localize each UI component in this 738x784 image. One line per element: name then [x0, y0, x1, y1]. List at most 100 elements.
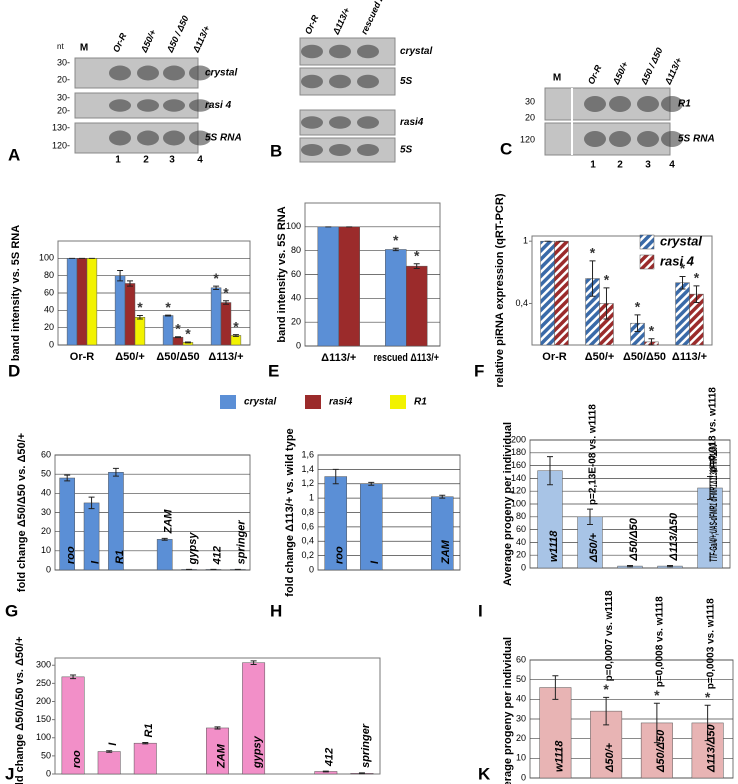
y-tick-label: 10	[41, 545, 51, 555]
blot-band	[329, 74, 351, 89]
significance-mark: *	[165, 299, 171, 315]
significance-mark: *	[705, 689, 711, 705]
p-value-annotation: p=0,0008 vs. w1118	[655, 596, 666, 687]
bar	[317, 226, 340, 347]
blot-band	[661, 131, 683, 147]
error-bar	[165, 314, 172, 317]
bar	[210, 287, 222, 346]
p-value-annotation: p=2,13E-08 vs. w1118	[588, 404, 599, 505]
blot-band	[661, 96, 683, 112]
y-axis-label: band intensity vs. 5S RNA	[276, 206, 288, 342]
error-bar	[627, 564, 633, 568]
blot-band	[329, 44, 351, 59]
y-axis-label: Average progeny per individual	[502, 637, 514, 784]
lane-number: 1	[115, 155, 121, 166]
blot-band	[189, 130, 211, 146]
lane-label: Or-R	[303, 13, 321, 36]
blot-label: crystal	[205, 68, 237, 79]
error-bar	[603, 287, 610, 320]
bar	[540, 240, 555, 346]
x-tick-label: I	[107, 742, 119, 746]
blot-band	[163, 99, 185, 112]
lane-number: 4	[669, 160, 675, 171]
legend-label: rasi4	[329, 397, 353, 408]
x-tick-label: ZAM	[163, 509, 175, 535]
lane-label: Δ50/+	[138, 27, 158, 54]
panel-label: H	[270, 601, 282, 620]
error-bar	[693, 285, 700, 303]
x-tick-label: Or-R	[542, 351, 567, 363]
x-tick-label: Δ50/+	[115, 351, 145, 363]
blot-band	[109, 65, 131, 81]
y-tick-label: 0	[521, 772, 526, 782]
y-tick-label: 60	[516, 524, 526, 534]
blot-band	[609, 131, 631, 147]
x-tick-label: gypsy	[252, 735, 264, 769]
significance-mark: *	[649, 322, 655, 338]
significance-mark: *	[185, 326, 191, 342]
y-tick-label: 150	[36, 714, 51, 724]
blot-band	[137, 65, 159, 81]
error-bar	[547, 456, 553, 486]
bar	[220, 302, 232, 346]
error-bar	[648, 338, 655, 346]
error-bar	[64, 474, 71, 482]
y-tick-label: 0	[49, 339, 54, 349]
blot-label: R1	[678, 99, 691, 110]
y-tick-label: 200	[511, 434, 526, 444]
significance-mark: *	[603, 681, 609, 697]
x-tick-label: springer	[236, 520, 248, 565]
legend-label: R1	[414, 397, 427, 408]
x-tick-label: Δ113/Δ50	[668, 512, 680, 561]
y-tick-label: 10	[516, 753, 526, 763]
y-tick-label: 120	[511, 486, 526, 496]
lane-number: 3	[645, 160, 651, 171]
x-tick-label: w1118	[548, 530, 560, 562]
x-tick-label: Δ50/+	[604, 742, 616, 773]
legend-swatch	[390, 395, 406, 409]
blot-band	[301, 74, 323, 89]
panel-label: I	[478, 601, 483, 620]
error-bar	[667, 564, 673, 568]
legend-swatch	[639, 254, 655, 270]
x-tick-label: Δ50/Δ50	[156, 351, 199, 363]
x-tick-label: ZAM	[440, 539, 452, 565]
plot-frame	[531, 235, 713, 346]
blot-band	[584, 96, 606, 112]
y-tick-label: 100	[36, 732, 51, 742]
x-tick-label: Δ50/+	[585, 351, 615, 363]
error-bar	[184, 341, 191, 344]
bar	[114, 275, 126, 346]
bar	[359, 483, 383, 571]
error-bar	[213, 285, 220, 291]
error-bar	[223, 300, 229, 305]
error-bar	[232, 334, 239, 337]
error-bar	[707, 475, 713, 501]
lane-label: Δ113/+	[330, 5, 352, 36]
p-value-annotation: p=0,0007 vs. w1118	[604, 590, 615, 681]
panel-label: F	[474, 361, 484, 380]
error-bar	[552, 675, 559, 700]
significance-mark: *	[680, 260, 686, 276]
panel-label: K	[478, 764, 491, 783]
x-tick-label: roo	[65, 546, 77, 564]
blot-band	[109, 99, 131, 112]
size-label: 20-	[57, 74, 70, 84]
blot-band	[637, 131, 659, 147]
blot-label: rasi 4	[205, 100, 232, 111]
y-tick-label: 0	[46, 768, 51, 778]
blot-label: 5S	[400, 76, 413, 87]
lane-label: Δ113/+	[190, 23, 212, 54]
p-value-annotation: p=0,0003 vs. w1118	[705, 598, 716, 689]
x-tick-label: TTF-Gal4/+;UAS-dFMR1 dFMR1Δ113/dFMR1Δ50	[708, 444, 720, 562]
significance-mark: *	[223, 285, 229, 301]
y-tick-label: 60	[516, 654, 526, 664]
lane-label: Δ50 / Δ50	[164, 14, 190, 55]
bar	[554, 240, 569, 346]
blot-band	[301, 44, 323, 59]
error-bar	[653, 702, 660, 744]
error-bar	[112, 467, 119, 477]
x-tick-label: Δ113/+	[672, 351, 707, 363]
